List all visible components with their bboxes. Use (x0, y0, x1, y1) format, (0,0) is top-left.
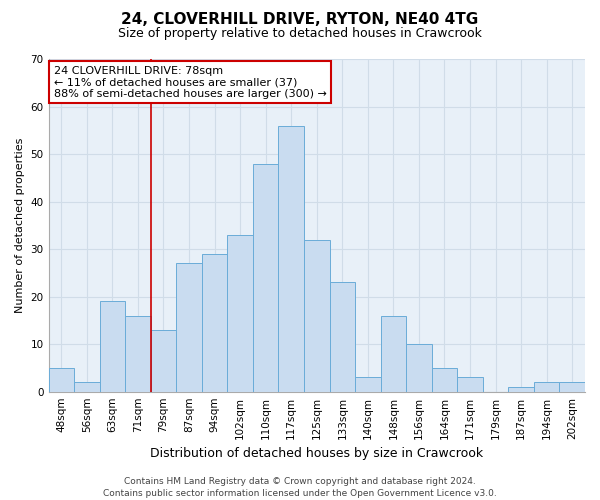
Bar (202, 254, 227, 392)
Bar (100, 302, 125, 392)
Bar (227, 235, 253, 392)
Bar (304, 240, 329, 392)
Bar (329, 282, 355, 392)
Bar (74, 382, 100, 392)
Bar (432, 368, 457, 392)
Bar (380, 316, 406, 392)
Bar (559, 382, 585, 392)
Bar (49, 368, 74, 392)
Bar (355, 378, 380, 392)
Y-axis label: Number of detached properties: Number of detached properties (15, 138, 25, 313)
Text: 24, CLOVERHILL DRIVE, RYTON, NE40 4TG: 24, CLOVERHILL DRIVE, RYTON, NE40 4TG (121, 12, 479, 28)
Bar (151, 330, 176, 392)
Bar (278, 126, 304, 392)
X-axis label: Distribution of detached houses by size in Crawcrook: Distribution of detached houses by size … (150, 447, 484, 460)
Bar (534, 382, 559, 392)
Bar (457, 378, 483, 392)
Bar (125, 316, 151, 392)
Text: Size of property relative to detached houses in Crawcrook: Size of property relative to detached ho… (118, 28, 482, 40)
Text: 24 CLOVERHILL DRIVE: 78sqm
← 11% of detached houses are smaller (37)
88% of semi: 24 CLOVERHILL DRIVE: 78sqm ← 11% of deta… (54, 66, 327, 99)
Bar (253, 164, 278, 392)
Bar (508, 387, 534, 392)
Text: Contains HM Land Registry data © Crown copyright and database right 2024.
Contai: Contains HM Land Registry data © Crown c… (103, 476, 497, 498)
Bar (176, 264, 202, 392)
Bar (406, 344, 432, 392)
